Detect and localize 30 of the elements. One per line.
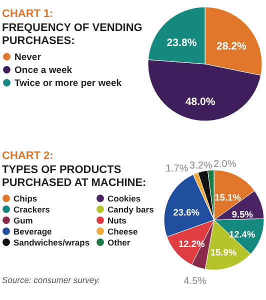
legend-label: Candy bars [108,204,154,214]
data-label: 12.4% [228,230,256,240]
text: FREQUENCY OF VENDING PURCHASES: [2,22,142,47]
legend-label: Chips [14,193,38,204]
legend-label: Never [14,52,42,63]
data-label: 15.1% [214,192,241,202]
legend-label: Cookies [108,193,141,204]
legend-label: Other [108,237,131,248]
legend-label: Crackers [14,204,50,214]
source-note: Source: consumer survey. [2,275,100,285]
data-label: 9.5% [232,209,253,220]
data-label: 3.2% [189,160,212,172]
legend-label: Gum [14,215,34,226]
chart-title: CHART 1: [2,8,54,20]
legend-label: Beverage [14,226,52,236]
data-label: 23.8% [166,36,198,49]
legend-label: Sandwiches/wraps [14,237,90,248]
text: TYPES OF PRODUCTS PURCHASED AT MACHINE: [2,164,146,189]
data-label: 2.0% [213,159,236,170]
data-label: 1.7% [165,163,188,174]
data-label: 4.5% [184,276,207,287]
legend-label: Once a week [14,64,73,76]
data-label: 28.2% [216,40,248,52]
legend-label: Twice or more per week [14,78,122,89]
data-label: 48.0% [185,96,216,108]
legend-label: Cheese [108,226,138,236]
legend-label: Nuts [108,215,127,226]
chart-title: CHART 2: [2,150,54,162]
data-label: 23.6% [173,207,200,218]
data-label: 15.9% [210,247,237,258]
